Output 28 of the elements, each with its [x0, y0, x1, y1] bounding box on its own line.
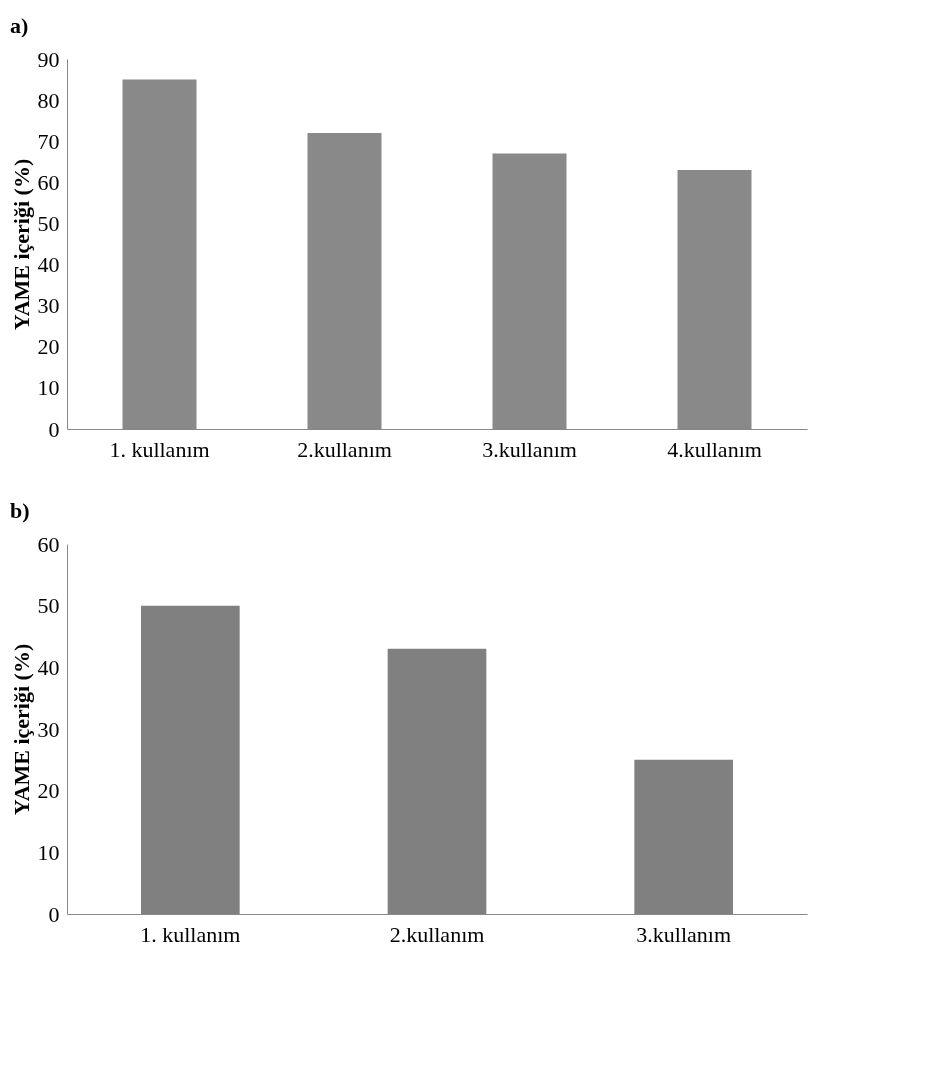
- y-tick-label: 40: [37, 252, 60, 278]
- y-tick-label: 30: [37, 716, 60, 742]
- y-tick-label: 40: [37, 654, 60, 680]
- x-tick-label: 3.kullanım: [482, 436, 577, 462]
- x-tick-label: 2.kullanım: [297, 436, 392, 462]
- x-tick-label: 4.kullanım: [667, 436, 762, 462]
- y-tick-label: 30: [37, 293, 60, 319]
- y-tick-label: 10: [37, 839, 60, 865]
- chart-title: b): [10, 498, 30, 523]
- y-tick-label: 10: [37, 375, 60, 401]
- x-tick-label: 1. kullanım: [109, 436, 210, 462]
- y-tick-label: 60: [37, 531, 60, 557]
- y-axis-title: YAME içeriği (%): [8, 158, 34, 331]
- x-tick-label: 1. kullanım: [140, 921, 241, 947]
- chart-title: a): [10, 13, 29, 38]
- y-tick-label: 50: [37, 593, 60, 619]
- y-tick-label: 50: [37, 210, 60, 236]
- y-tick-label: 90: [37, 46, 60, 72]
- y-tick-label: 0: [48, 416, 60, 442]
- y-tick-label: 20: [37, 778, 60, 804]
- y-tick-label: 60: [37, 169, 60, 195]
- y-tick-label: 80: [37, 87, 60, 113]
- x-tick-label: 2.kullanım: [389, 921, 485, 947]
- y-tick-label: 70: [37, 128, 60, 154]
- y-axis-title: YAME içeriği (%): [8, 643, 34, 816]
- y-tick-label: 20: [37, 334, 60, 360]
- x-tick-label: 3.kullanım: [636, 921, 732, 947]
- y-tick-label: 0: [48, 901, 60, 927]
